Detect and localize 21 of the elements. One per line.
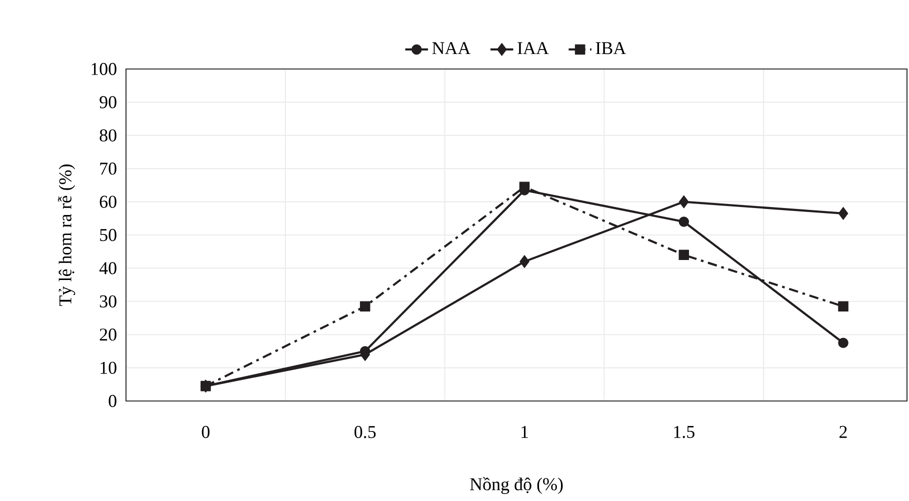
y-tick-label: 0 — [108, 394, 116, 408]
y-tick-label: 60 — [100, 196, 116, 208]
y-tick-label: 30 — [100, 295, 116, 308]
x-tick-label: 1.5 — [674, 426, 694, 438]
x-tick-label: 2 — [840, 426, 847, 438]
legend-label: IBA — [596, 42, 626, 54]
y-tick-label: 80 — [100, 129, 116, 142]
x-tick-label: 0.5 — [354, 426, 376, 438]
legend-label: NAA — [432, 42, 471, 54]
y-tick-label: 100 — [92, 62, 116, 76]
legend-label: IAA — [518, 42, 549, 54]
y-tick-label: 50 — [100, 228, 116, 242]
x-axis-title: Nồng độ (%) — [470, 477, 563, 494]
y-axis-title: Tỷ lệ hom ra rễ (%) — [58, 164, 76, 306]
y-tick-label: 70 — [100, 162, 116, 175]
y-tick-label: 90 — [100, 96, 116, 108]
x-tick-label: 1 — [522, 426, 528, 438]
y-tick-label: 10 — [100, 362, 116, 374]
y-tick-label: 40 — [99, 262, 116, 274]
y-tick-label: 20 — [100, 328, 116, 341]
x-tick-label: 0 — [202, 426, 210, 438]
